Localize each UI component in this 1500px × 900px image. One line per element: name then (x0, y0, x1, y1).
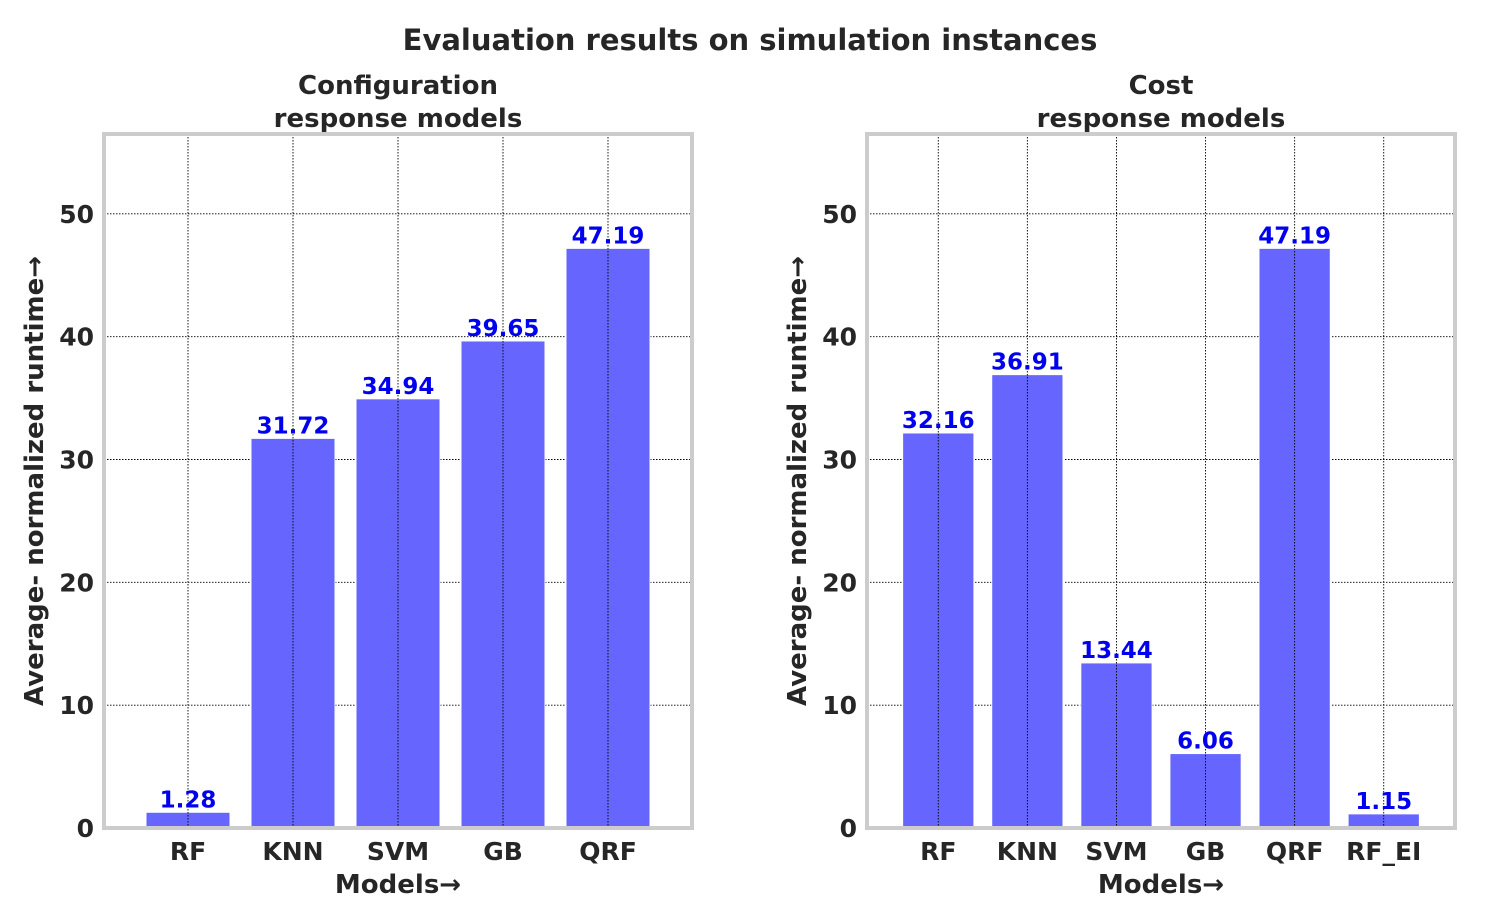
axes-frame (102, 132, 694, 830)
chart-title-line: Cost (1129, 71, 1194, 101)
data-label: 13.44 (1080, 638, 1153, 664)
x-tick-label: KNN (997, 837, 1058, 866)
y-tick-label: 40 (59, 323, 94, 352)
data-label: 47.19 (572, 223, 645, 249)
bar-knn (991, 374, 1064, 829)
y-tick-label: 30 (822, 446, 857, 475)
y-tick-label: 30 (59, 446, 94, 475)
x-tick-label: RF_EI (1346, 837, 1421, 866)
y-tick-label: 0 (840, 814, 857, 843)
x-tick-label: SVM (1085, 837, 1147, 866)
x-tick-label: QRF (579, 837, 637, 866)
x-tick-label: KNN (262, 837, 323, 866)
data-label: 6.06 (1177, 729, 1234, 755)
x-tick-label: GB (1186, 837, 1226, 866)
bar-svm (355, 398, 441, 829)
y-tick-label: 10 (822, 691, 857, 720)
data-label: 1.15 (1355, 789, 1412, 815)
x-tick-label: QRF (1266, 837, 1324, 866)
x-tick-label: RF (170, 837, 206, 866)
chart-title-line: response models (274, 104, 523, 134)
data-label: 34.94 (362, 374, 435, 400)
y-tick-label: 40 (822, 323, 857, 352)
data-label: 1.28 (160, 787, 217, 813)
data-label: 39.65 (467, 316, 540, 342)
bar-rf (145, 811, 231, 829)
y-axis-label: Average- normalized runtime→ (783, 256, 813, 706)
y-tick-label: 20 (822, 568, 857, 597)
y-tick-label: 50 (59, 200, 94, 229)
x-tick-label: GB (483, 837, 523, 866)
data-label: 47.19 (1258, 223, 1331, 249)
data-label: 32.16 (902, 408, 975, 434)
data-label: 36.91 (991, 350, 1064, 376)
chart-title-line: response models (1037, 104, 1286, 134)
y-tick-label: 0 (77, 814, 94, 843)
y-tick-label: 20 (59, 568, 94, 597)
y-tick-label: 10 (59, 691, 94, 720)
x-tick-label: SVM (367, 837, 429, 866)
y-axis-label: Average- normalized runtime→ (20, 256, 50, 706)
y-tick-label: 50 (822, 200, 857, 229)
x-tick-label: RF (920, 837, 956, 866)
x-axis-label: Models→ (335, 870, 461, 900)
gridlines (867, 213, 1455, 706)
data-label: 31.72 (257, 413, 330, 439)
chart-title-line: Configuration (298, 71, 498, 101)
axes-frame (865, 132, 1457, 830)
x-axis-label: Models→ (1098, 870, 1224, 900)
figure-title: Evaluation results on simulation instanc… (403, 23, 1098, 57)
